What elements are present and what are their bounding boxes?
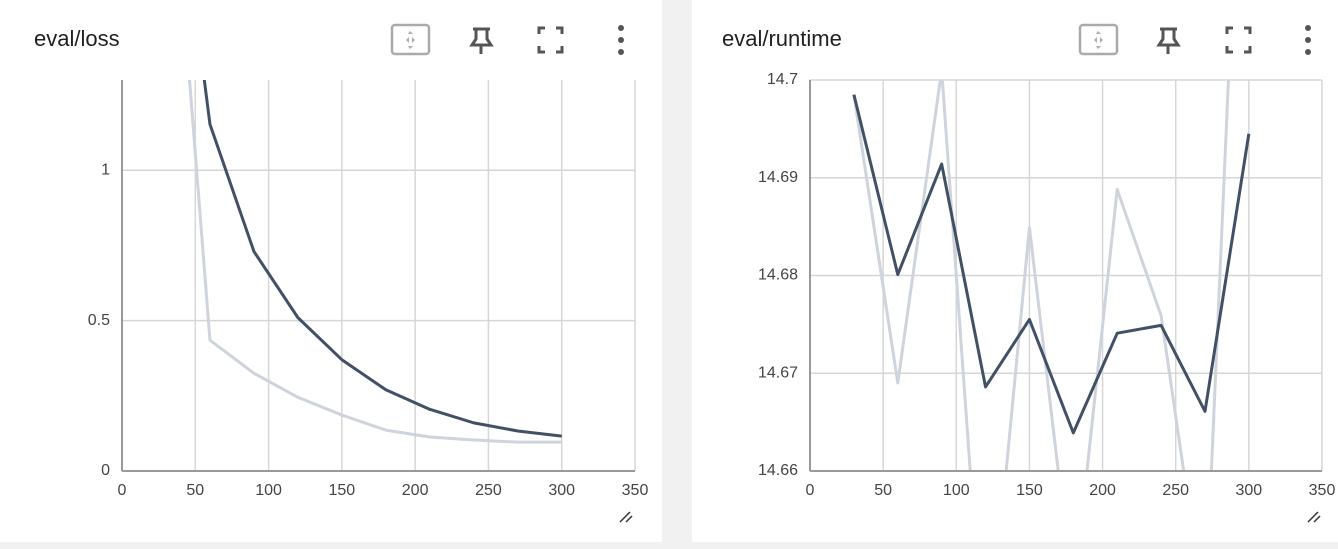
resize-handle[interactable]	[1307, 511, 1321, 523]
card	[0, 0, 662, 542]
x-tick-label: 300	[1236, 482, 1263, 499]
y-tick-label: 0	[101, 462, 110, 479]
x-tick-label: 350	[622, 482, 649, 499]
series-line	[188, 80, 562, 444]
fullscreen-button[interactable]	[537, 26, 564, 54]
x-tick-label: 0	[806, 482, 815, 499]
fit-domain-button[interactable]	[1078, 23, 1119, 56]
series-line	[852, 94, 1251, 435]
y-tick-label: 14.67	[758, 364, 798, 381]
fullscreen-button[interactable]	[1225, 26, 1252, 54]
x-tick-label: 300	[548, 482, 575, 499]
x-tick-label: 200	[402, 482, 429, 499]
more-button[interactable]	[1305, 25, 1311, 55]
pin-button[interactable]	[469, 27, 494, 54]
y-tick-label: 14.69	[758, 169, 798, 186]
y-tick-label: 14.68	[758, 267, 798, 284]
card	[692, 0, 1338, 542]
series-line	[202, 80, 562, 438]
y-tick-label: 1	[101, 161, 110, 178]
x-tick-label: 50	[186, 482, 204, 499]
chart-title: eval/loss	[34, 26, 120, 51]
resize-handle[interactable]	[619, 511, 633, 523]
x-tick-label: 250	[475, 482, 502, 499]
x-tick-label: 150	[1016, 482, 1043, 499]
fit-domain-button[interactable]	[390, 23, 431, 56]
y-tick-label: 14.7	[767, 71, 798, 88]
y-tick-label: 0.5	[88, 312, 110, 329]
x-tick-label: 0	[118, 482, 127, 499]
x-tick-label: 350	[1309, 482, 1336, 499]
y-tick-label: 14.66	[758, 462, 798, 479]
x-tick-label: 100	[255, 482, 282, 499]
x-tick-label: 250	[1162, 482, 1189, 499]
x-tick-label: 50	[874, 482, 892, 499]
x-tick-label: 150	[329, 482, 356, 499]
pin-button[interactable]	[1156, 27, 1181, 54]
x-tick-label: 200	[1089, 482, 1116, 499]
more-button[interactable]	[618, 25, 624, 55]
chart-title: eval/runtime	[722, 26, 842, 51]
x-tick-label: 100	[943, 482, 970, 499]
series-line	[852, 80, 1230, 471]
toolbar	[390, 23, 1321, 523]
